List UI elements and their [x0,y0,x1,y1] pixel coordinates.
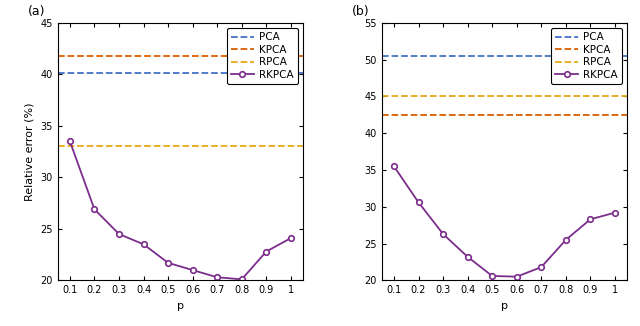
Legend: PCA, KPCA, RPCA, RKPCA: PCA, KPCA, RPCA, RKPCA [227,28,298,84]
X-axis label: p: p [177,301,184,311]
X-axis label: p: p [501,301,508,311]
Legend: PCA, KPCA, RPCA, RKPCA: PCA, KPCA, RPCA, RKPCA [551,28,622,84]
Text: (b): (b) [352,5,370,18]
Text: (a): (a) [28,5,45,18]
Y-axis label: Relative error (%): Relative error (%) [25,102,35,201]
